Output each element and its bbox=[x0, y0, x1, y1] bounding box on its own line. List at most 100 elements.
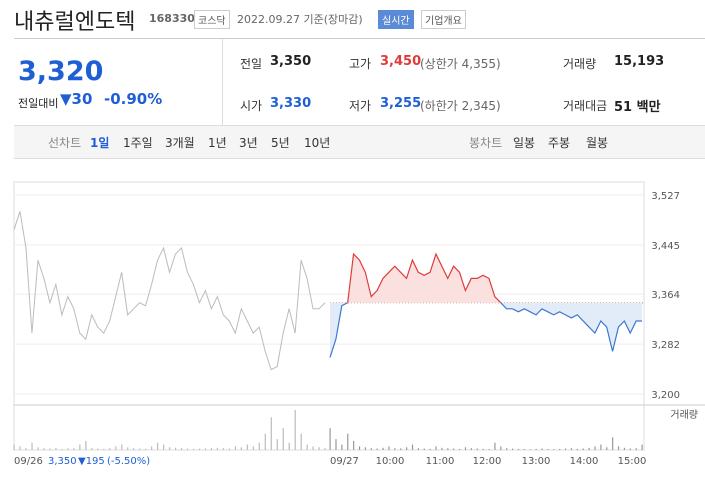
volume-bar bbox=[192, 448, 195, 450]
info-label: 저가 bbox=[349, 99, 372, 113]
volume-bar bbox=[370, 448, 372, 450]
tab[interactable]: 3년 bbox=[239, 136, 258, 150]
volume-bar bbox=[606, 447, 608, 450]
volume-bar bbox=[470, 448, 472, 450]
volume-bar bbox=[347, 433, 349, 450]
volume-bar bbox=[635, 448, 637, 450]
tab-label: 봉차트 bbox=[469, 136, 503, 150]
volume-bar bbox=[204, 448, 207, 450]
volume-bar bbox=[79, 444, 81, 450]
volume-bar bbox=[270, 417, 272, 450]
change-pct: -0.90% bbox=[104, 90, 163, 108]
volume-bar bbox=[169, 447, 171, 450]
x-tick-label: 11:00 bbox=[426, 456, 455, 467]
y-tick-label: 3,200 bbox=[651, 390, 680, 401]
tab[interactable]: 1일 bbox=[90, 136, 110, 150]
volume-bar bbox=[388, 446, 390, 450]
volume-bar bbox=[121, 444, 123, 450]
today-line-down bbox=[329, 302, 642, 358]
volume-bar bbox=[288, 442, 290, 450]
volume-bar bbox=[294, 410, 296, 450]
volume-bar bbox=[240, 447, 242, 450]
volume-bar bbox=[541, 448, 543, 450]
x-tick-label: 13:00 bbox=[522, 456, 551, 467]
tab[interactable]: 월봉 bbox=[586, 136, 609, 150]
volume-bar bbox=[139, 448, 141, 450]
tab[interactable]: 1년 bbox=[208, 136, 227, 150]
volume-bar bbox=[19, 446, 21, 450]
info-label: 고가 bbox=[349, 57, 372, 71]
tab[interactable]: 1주일 bbox=[123, 136, 153, 150]
x-tick-label: 14:00 bbox=[570, 456, 599, 467]
volume-bar bbox=[246, 444, 248, 450]
volume-bar bbox=[264, 433, 266, 450]
volume-bar bbox=[441, 447, 443, 450]
volume-bar bbox=[85, 440, 87, 450]
volume-bar bbox=[547, 449, 549, 450]
volume-bar bbox=[25, 448, 27, 450]
tab[interactable]: 주봉 bbox=[548, 136, 571, 150]
volume-bar bbox=[151, 446, 153, 450]
volume-bar bbox=[145, 448, 147, 450]
volume-bar bbox=[529, 449, 531, 450]
volume-bar bbox=[258, 442, 260, 450]
volume-bar bbox=[582, 448, 584, 450]
tab[interactable]: 10년 bbox=[304, 136, 331, 150]
volume-bar bbox=[576, 448, 578, 450]
volume-bar bbox=[198, 448, 201, 450]
info-value: 3,330 bbox=[270, 96, 312, 111]
tab[interactable]: 3개월 bbox=[165, 136, 195, 150]
change: ▼30 bbox=[60, 90, 93, 108]
volume-bar bbox=[133, 448, 135, 450]
volume-bar bbox=[31, 442, 33, 450]
volume-bar bbox=[600, 444, 602, 450]
volume-bar bbox=[324, 448, 326, 450]
volume-bar bbox=[358, 446, 361, 450]
down-area bbox=[330, 302, 642, 358]
plot-area bbox=[13, 181, 645, 451]
volume-bar bbox=[306, 444, 308, 450]
volume-bar bbox=[127, 447, 129, 450]
volume-bar bbox=[37, 447, 39, 450]
volume-bar bbox=[163, 444, 165, 450]
stock-name: 내츄럴엔도텍 bbox=[14, 10, 136, 35]
volume-bar bbox=[115, 446, 117, 450]
volume-bar bbox=[564, 448, 567, 450]
volume-bar bbox=[464, 447, 467, 450]
volume-bar bbox=[459, 448, 461, 450]
divider bbox=[222, 39, 223, 125]
volume-bar bbox=[335, 439, 337, 450]
prev-line bbox=[13, 211, 326, 371]
prev-pct: (-5.50%) bbox=[107, 456, 150, 467]
volume-bar bbox=[312, 446, 314, 450]
info-value: 3,450 bbox=[380, 54, 422, 69]
volume-bar bbox=[91, 447, 93, 450]
volume-bar bbox=[234, 446, 236, 450]
today-line-up bbox=[346, 252, 502, 303]
info-value: 3,350 bbox=[270, 54, 312, 69]
info-label: 거래량 bbox=[563, 57, 597, 71]
tab[interactable]: 5년 bbox=[271, 136, 290, 150]
info-note: (하한가 2,345) bbox=[420, 99, 501, 113]
volume-bar bbox=[228, 448, 231, 450]
volume-bar bbox=[252, 446, 254, 450]
volume-bar bbox=[49, 448, 51, 450]
volume-bar bbox=[300, 433, 302, 450]
volume-bar bbox=[353, 440, 355, 450]
volume-bar bbox=[411, 444, 414, 450]
y-tick-label: 3,445 bbox=[651, 241, 680, 252]
volume-bar bbox=[423, 448, 425, 450]
tab[interactable]: 일봉 bbox=[513, 136, 536, 150]
volume-bar bbox=[97, 448, 99, 450]
company-button[interactable]: 기업개요 bbox=[421, 10, 466, 29]
info-value: 51 백만 bbox=[614, 100, 661, 115]
volume-bar bbox=[429, 448, 431, 450]
realtime-badge[interactable]: 실시간 bbox=[378, 10, 414, 29]
volume-bar bbox=[394, 448, 396, 450]
volume-bar bbox=[73, 448, 75, 450]
volume-bar bbox=[629, 448, 631, 450]
volume-bar bbox=[594, 446, 596, 450]
volume-bar bbox=[588, 447, 590, 450]
volume-bar bbox=[318, 447, 320, 450]
tab-label: 선차트 bbox=[48, 136, 82, 150]
